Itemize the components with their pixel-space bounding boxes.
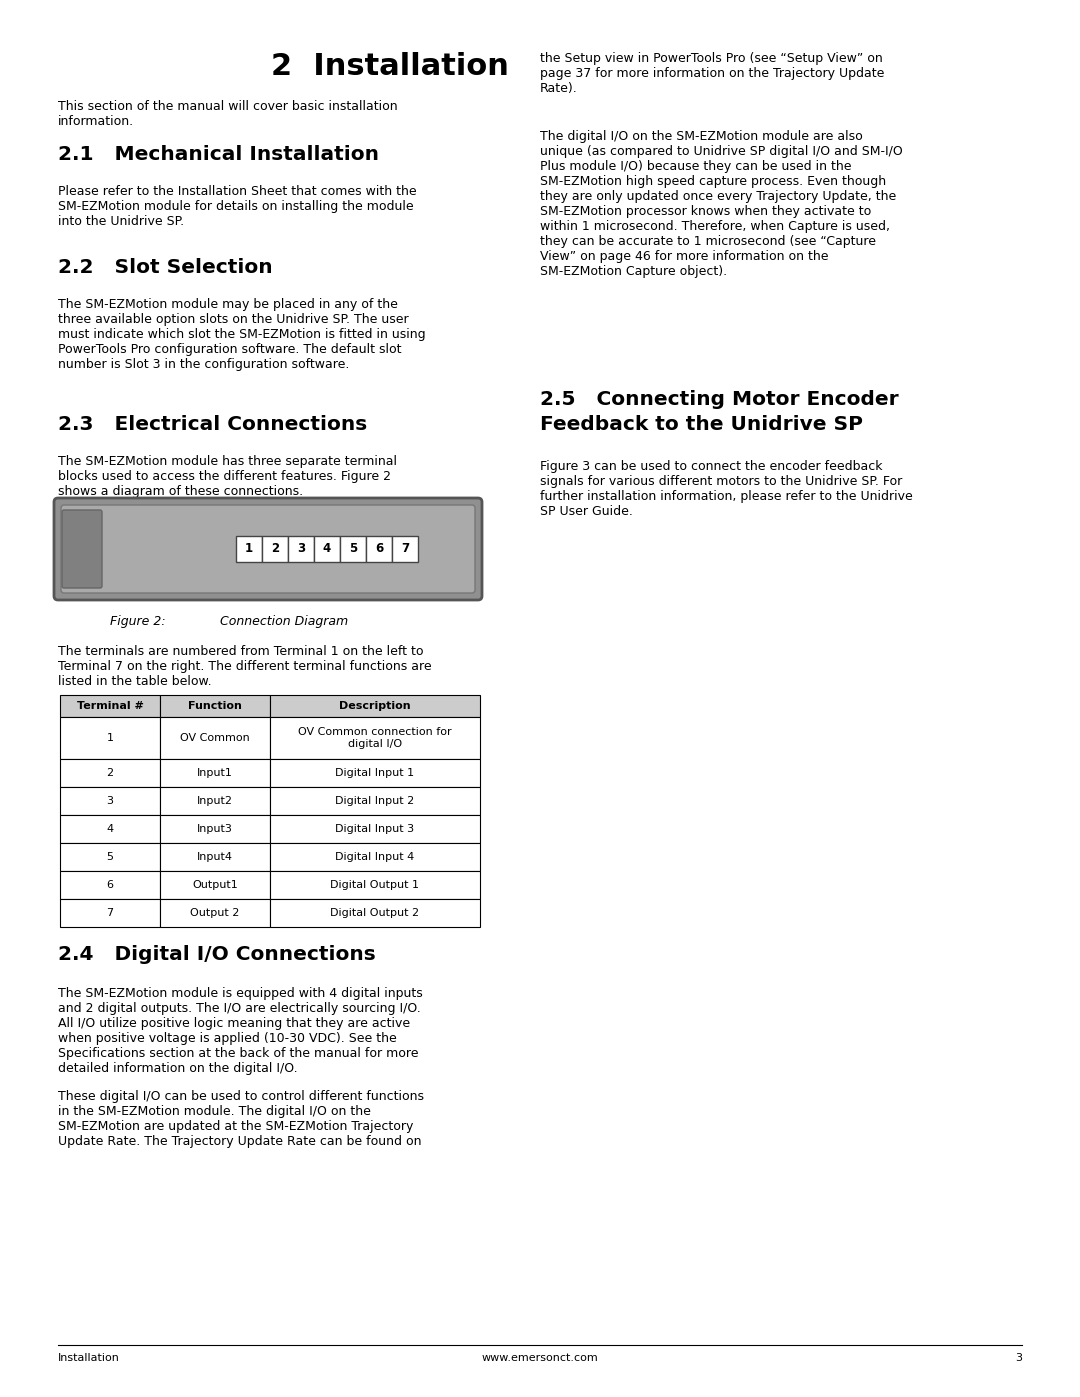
Text: Please refer to the Installation Sheet that comes with the
SM-EZMotion module fo: Please refer to the Installation Sheet t… xyxy=(58,184,417,228)
Text: OV Common connection for
digital I/O: OV Common connection for digital I/O xyxy=(298,728,451,749)
Text: Figure 2:: Figure 2: xyxy=(110,615,165,629)
Text: Figure 3 can be used to connect the encoder feedback
signals for various differe: Figure 3 can be used to connect the enco… xyxy=(540,460,913,518)
Text: Input2: Input2 xyxy=(197,796,233,806)
Text: Output1: Output1 xyxy=(192,880,238,890)
Text: Function: Function xyxy=(188,701,242,711)
Bar xyxy=(237,536,262,562)
Bar xyxy=(160,717,270,759)
Text: Digital Output 2: Digital Output 2 xyxy=(330,908,419,918)
Text: 2.4   Digital I/O Connections: 2.4 Digital I/O Connections xyxy=(58,944,376,964)
Text: Digital Input 1: Digital Input 1 xyxy=(336,768,415,778)
Text: Output 2: Output 2 xyxy=(190,908,240,918)
Bar xyxy=(60,717,160,759)
Text: Digital Input 4: Digital Input 4 xyxy=(336,852,415,862)
Bar xyxy=(160,814,270,842)
Text: Terminal #: Terminal # xyxy=(77,701,144,711)
Bar xyxy=(160,787,270,814)
Bar xyxy=(160,759,270,787)
Bar xyxy=(60,842,160,870)
Bar xyxy=(160,870,270,900)
Bar xyxy=(160,694,270,717)
Text: 3: 3 xyxy=(297,542,305,556)
Text: 2.2   Slot Selection: 2.2 Slot Selection xyxy=(58,258,272,277)
Bar xyxy=(288,536,314,562)
Bar xyxy=(270,900,480,928)
Bar xyxy=(60,694,160,717)
FancyBboxPatch shape xyxy=(54,497,482,599)
Text: Description: Description xyxy=(339,701,410,711)
Bar xyxy=(340,536,366,562)
Text: 2: 2 xyxy=(107,768,113,778)
Text: the Setup view in PowerTools Pro (see “Setup View” on
page 37 for more informati: the Setup view in PowerTools Pro (see “S… xyxy=(540,52,885,95)
Text: 2.3   Electrical Connections: 2.3 Electrical Connections xyxy=(58,415,367,434)
Bar xyxy=(392,536,418,562)
Bar xyxy=(270,870,480,900)
Text: The SM-EZMotion module is equipped with 4 digital inputs
and 2 digital outputs. : The SM-EZMotion module is equipped with … xyxy=(58,988,422,1076)
Bar xyxy=(160,842,270,870)
Text: www.emersonct.com: www.emersonct.com xyxy=(482,1354,598,1363)
Text: 2  Installation: 2 Installation xyxy=(271,52,509,81)
Bar xyxy=(160,900,270,928)
Text: 1: 1 xyxy=(107,733,113,743)
Bar xyxy=(60,870,160,900)
Text: OV Common: OV Common xyxy=(180,733,249,743)
Bar xyxy=(60,900,160,928)
Text: 7: 7 xyxy=(401,542,409,556)
Bar xyxy=(270,759,480,787)
Bar xyxy=(270,814,480,842)
Bar xyxy=(270,694,480,717)
Text: Digital Output 1: Digital Output 1 xyxy=(330,880,419,890)
Text: Input3: Input3 xyxy=(197,824,233,834)
FancyBboxPatch shape xyxy=(62,510,102,588)
Bar xyxy=(366,536,392,562)
Text: 2.5   Connecting Motor Encoder: 2.5 Connecting Motor Encoder xyxy=(540,390,899,409)
Text: 6: 6 xyxy=(375,542,383,556)
Text: Digital Input 3: Digital Input 3 xyxy=(336,824,415,834)
Text: 2.1   Mechanical Installation: 2.1 Mechanical Installation xyxy=(58,145,379,163)
Text: Feedback to the Unidrive SP: Feedback to the Unidrive SP xyxy=(540,415,863,434)
Bar xyxy=(60,759,160,787)
Bar xyxy=(314,536,340,562)
Text: The digital I/O on the SM-EZMotion module are also
unique (as compared to Unidri: The digital I/O on the SM-EZMotion modul… xyxy=(540,130,903,278)
Text: Installation: Installation xyxy=(58,1354,120,1363)
Text: 3: 3 xyxy=(1015,1354,1022,1363)
Bar xyxy=(262,536,288,562)
Text: 4: 4 xyxy=(107,824,113,834)
Text: Input1: Input1 xyxy=(197,768,233,778)
Bar xyxy=(60,787,160,814)
Bar xyxy=(60,814,160,842)
FancyBboxPatch shape xyxy=(60,504,475,592)
Text: 1: 1 xyxy=(245,542,253,556)
Text: 5: 5 xyxy=(107,852,113,862)
Text: The SM-EZMotion module has three separate terminal
blocks used to access the dif: The SM-EZMotion module has three separat… xyxy=(58,455,397,497)
Bar xyxy=(270,717,480,759)
Text: Connection Diagram: Connection Diagram xyxy=(220,615,348,629)
Text: 5: 5 xyxy=(349,542,357,556)
Text: Digital Input 2: Digital Input 2 xyxy=(336,796,415,806)
Text: Input4: Input4 xyxy=(197,852,233,862)
Text: 3: 3 xyxy=(107,796,113,806)
Text: These digital I/O can be used to control different functions
in the SM-EZMotion : These digital I/O can be used to control… xyxy=(58,1090,424,1148)
Text: The SM-EZMotion module may be placed in any of the
three available option slots : The SM-EZMotion module may be placed in … xyxy=(58,298,426,372)
Text: The terminals are numbered from Terminal 1 on the left to
Terminal 7 on the righ: The terminals are numbered from Terminal… xyxy=(58,645,432,687)
Text: This section of the manual will cover basic installation
information.: This section of the manual will cover ba… xyxy=(58,101,397,129)
Text: 2: 2 xyxy=(271,542,279,556)
Bar xyxy=(270,842,480,870)
Text: 4: 4 xyxy=(323,542,332,556)
Text: 7: 7 xyxy=(107,908,113,918)
Text: 6: 6 xyxy=(107,880,113,890)
Bar xyxy=(270,787,480,814)
